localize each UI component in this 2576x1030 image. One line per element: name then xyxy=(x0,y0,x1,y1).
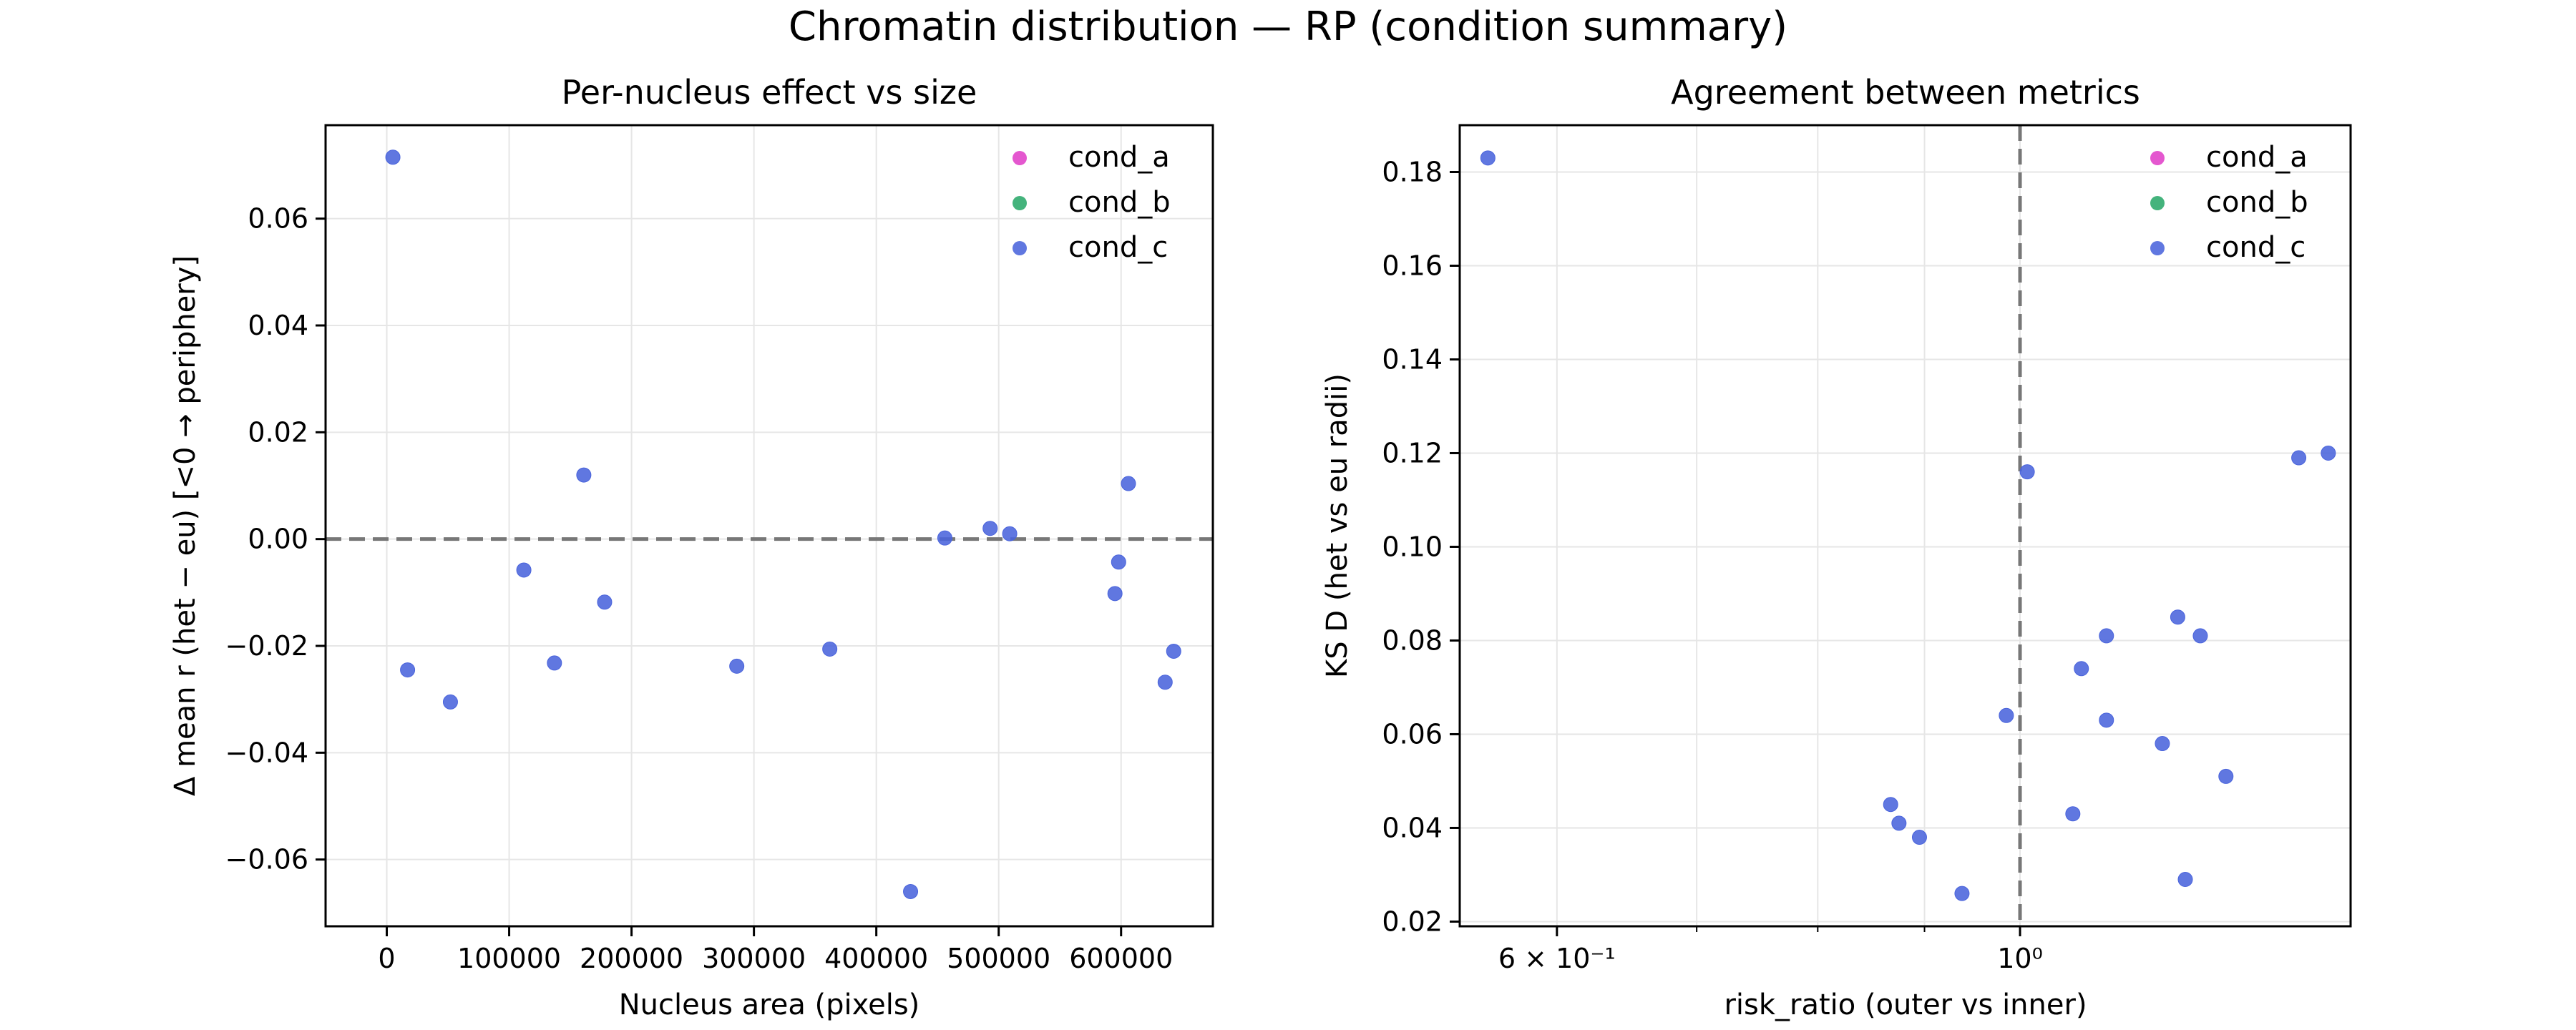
data-point-cond_c xyxy=(597,594,613,610)
panel-effect-vs-size: Per-nucleus effect vs size Nucleus area … xyxy=(169,73,1214,1021)
data-point-cond_c xyxy=(822,641,838,657)
y-tick-label: 0.18 xyxy=(1382,156,1443,187)
legend-marker-cond_b xyxy=(2150,196,2165,210)
x-axis-label: Nucleus area (pixels) xyxy=(619,989,920,1021)
data-point-cond_c xyxy=(982,521,998,536)
legend-label-cond_b: cond_b xyxy=(2206,186,2308,219)
data-point-cond_c xyxy=(2065,806,2081,822)
y-tick-label: 0.00 xyxy=(248,524,308,555)
y-tick-label: 0.14 xyxy=(1382,343,1443,375)
y-tick-label: 0.02 xyxy=(1382,906,1443,937)
figure-title: Chromatin distribution — RP (condition s… xyxy=(789,4,1787,50)
x-tick-label: 6 × 10⁻¹ xyxy=(1498,943,1616,974)
legend-label-cond_a: cond_a xyxy=(2206,141,2308,174)
data-point-cond_c xyxy=(1157,675,1173,690)
legend-marker-cond_c xyxy=(1013,241,1027,255)
data-point-cond_c xyxy=(2291,450,2307,466)
data-point-cond_c xyxy=(516,562,532,578)
y-axis-label: KS D (het vs eu radii) xyxy=(1321,373,1354,678)
panel-title: Per-nucleus effect vs size xyxy=(562,73,977,112)
data-point-cond_c xyxy=(2192,628,2208,644)
data-point-cond_c xyxy=(385,149,401,165)
data-point-cond_c xyxy=(1891,815,1907,831)
legend-label-cond_c: cond_c xyxy=(2206,231,2306,264)
data-point-cond_c xyxy=(1111,554,1126,570)
y-tick-label: 0.12 xyxy=(1382,437,1443,469)
x-tick-label: 100000 xyxy=(457,943,561,974)
data-point-cond_c xyxy=(1911,830,1927,845)
legend-label-cond_a: cond_a xyxy=(1068,141,1170,174)
data-point-cond_c xyxy=(1002,526,1018,541)
data-point-cond_c xyxy=(1954,886,1970,901)
data-point-cond_c xyxy=(2321,445,2336,461)
legend-marker-cond_b xyxy=(1013,196,1027,210)
x-tick-label: 300000 xyxy=(702,943,806,974)
y-tick-label: 0.16 xyxy=(1382,250,1443,281)
panel-metric-agreement: Agreement between metrics risk_ratio (ou… xyxy=(1321,73,2352,1021)
y-tick-label: 0.04 xyxy=(1382,812,1443,843)
data-point-cond_c xyxy=(2099,628,2114,644)
y-tick-label: 0.10 xyxy=(1382,531,1443,562)
data-point-cond_c xyxy=(2019,464,2035,480)
data-point-cond_c xyxy=(400,662,416,678)
y-axis-label: Δ mean r (het − eu) [<0 → periphery] xyxy=(169,255,202,796)
legend-label-cond_c: cond_c xyxy=(1068,231,1168,264)
data-point-cond_c xyxy=(1480,150,1496,166)
plot-frame xyxy=(1458,124,2352,928)
data-point-cond_c xyxy=(2155,736,2170,752)
x-tick-label: 600000 xyxy=(1069,943,1173,974)
y-tick-label: −0.02 xyxy=(225,630,308,662)
y-tick-label: −0.04 xyxy=(225,737,308,768)
data-point-cond_c xyxy=(1999,707,2014,723)
y-tick-label: 0.08 xyxy=(1382,624,1443,656)
data-point-cond_c xyxy=(576,467,592,483)
legend-marker-cond_a xyxy=(1013,151,1027,165)
legend-marker-cond_a xyxy=(2150,151,2165,165)
x-tick-label: 0 xyxy=(378,943,395,974)
plot-frame xyxy=(324,124,1214,928)
legend-marker-cond_c xyxy=(2150,241,2165,255)
x-tick-label: 500000 xyxy=(947,943,1050,974)
data-point-cond_c xyxy=(1107,586,1123,602)
data-point-cond_c xyxy=(729,658,745,674)
data-point-cond_c xyxy=(547,655,562,671)
data-point-cond_c xyxy=(2170,609,2185,625)
y-tick-label: 0.02 xyxy=(248,416,308,448)
x-tick-label: 400000 xyxy=(824,943,928,974)
legend-label-cond_b: cond_b xyxy=(1068,186,1171,219)
x-tick-label: 10⁰ xyxy=(1997,943,2043,974)
data-point-cond_c xyxy=(903,883,919,899)
panel-title: Agreement between metrics xyxy=(1671,73,2140,112)
data-point-cond_c xyxy=(937,530,952,546)
y-tick-label: 0.06 xyxy=(1382,718,1443,750)
x-axis-label: risk_ratio (outer vs inner) xyxy=(1724,989,2087,1021)
legend: cond_a cond_b cond_c xyxy=(2150,141,2308,264)
y-tick-label: 0.06 xyxy=(248,203,308,235)
data-point-cond_c xyxy=(1121,476,1136,491)
data-point-cond_c xyxy=(1883,797,1898,813)
data-point-cond_c xyxy=(2218,768,2234,784)
data-point-cond_c xyxy=(1166,643,1181,659)
x-tick-label: 200000 xyxy=(580,943,683,974)
data-point-cond_c xyxy=(2074,661,2089,677)
legend: cond_a cond_b cond_c xyxy=(1013,141,1171,264)
y-tick-label: 0.04 xyxy=(248,310,308,341)
y-tick-label: −0.06 xyxy=(225,844,308,876)
data-point-cond_c xyxy=(2099,712,2114,728)
data-point-cond_c xyxy=(442,694,458,710)
data-point-cond_c xyxy=(2177,872,2193,888)
